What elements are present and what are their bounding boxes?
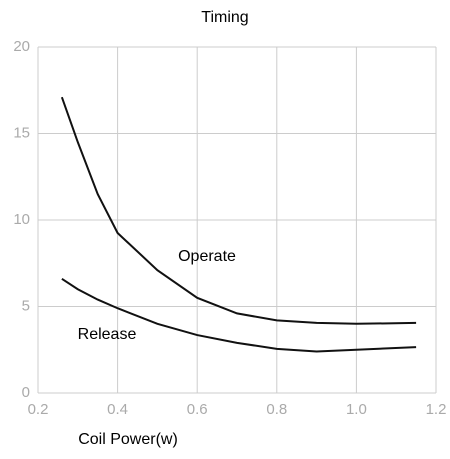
x-axis-label: Coil Power(w) xyxy=(78,431,178,448)
x-tick-label: 0.2 xyxy=(28,401,49,418)
y-tick-label: 20 xyxy=(13,38,30,55)
x-tick-label: 0.6 xyxy=(187,401,208,418)
chart-title: Timing xyxy=(201,9,248,26)
series-label: Release xyxy=(78,326,137,343)
x-tick-label: 0.4 xyxy=(107,401,128,418)
y-tick-label: 10 xyxy=(13,211,30,228)
y-tick-label: 5 xyxy=(22,297,30,314)
series-line xyxy=(60,96,417,325)
x-tick-label: 1.2 xyxy=(426,401,447,418)
series-line xyxy=(61,277,417,353)
x-tick-label: 0.8 xyxy=(266,401,287,418)
x-tick-label: 1.0 xyxy=(346,401,367,418)
series-label: Operate xyxy=(178,248,236,265)
y-tick-label: 0 xyxy=(22,384,30,401)
y-tick-label: 15 xyxy=(13,124,30,141)
